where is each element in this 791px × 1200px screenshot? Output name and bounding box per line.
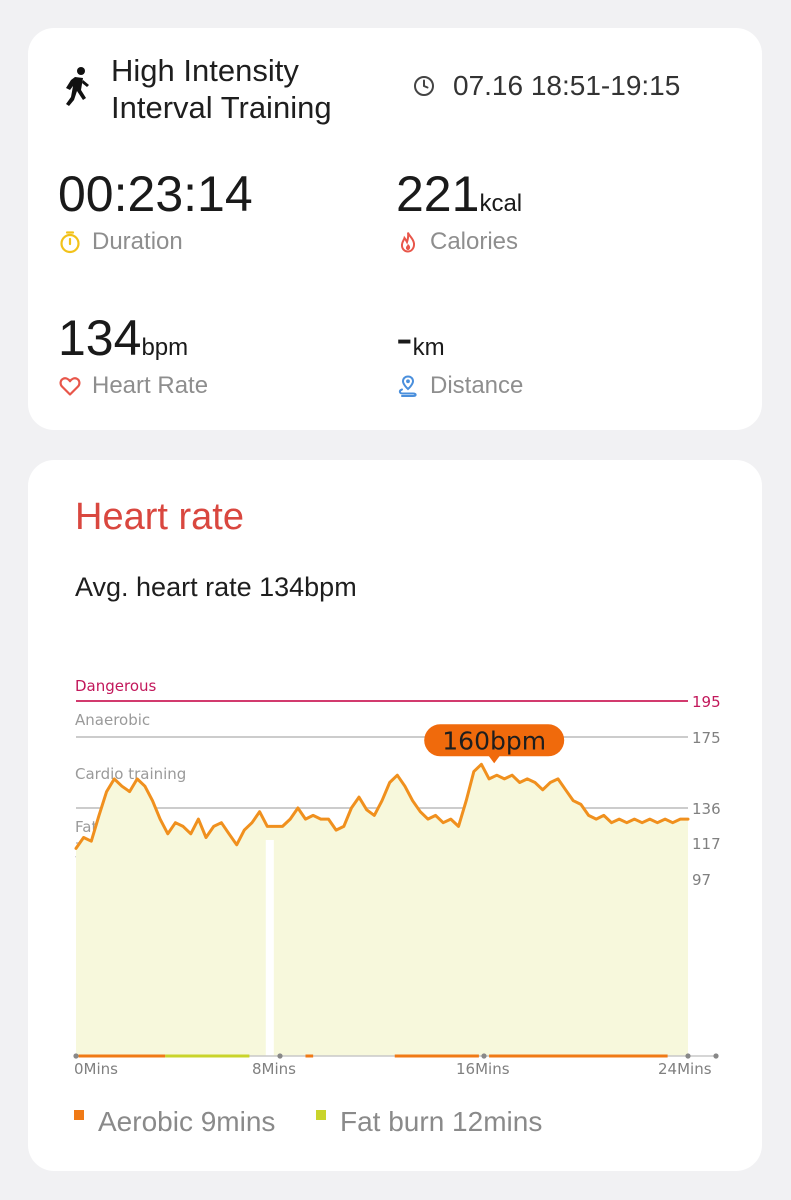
heart-rate-title: Heart rate [75,496,244,538]
heart-rate-area [76,764,688,1056]
workout-title-line-1: High Intensity [111,53,299,88]
x-tick-dot-2 [481,1053,487,1059]
max-heart-rate-label: 160bpm [442,726,546,755]
max-heart-rate-pointer [488,755,501,764]
x-tick-dot-0 [73,1053,79,1059]
x-tick-dot-3 [685,1053,691,1059]
duration-value: 00:23:14 [58,166,253,222]
x-tick-label-1: 8Mins [252,1060,296,1078]
zone-label-dangerous: Dangerous [75,677,157,695]
distance-value: - [396,310,413,366]
duration-label: Duration [92,228,183,255]
legend-fat-burn-swatch [316,1110,326,1120]
heart-rate-unit: bpm [141,334,189,361]
heart-icon [59,377,81,396]
heart-rate-label: Heart Rate [92,372,209,399]
duration-metric: 00:23:14 Duration [58,166,253,256]
average-heart-rate: Avg. heart rate 134bpm [75,572,357,602]
chart-gap-divider [265,840,274,1056]
zone-threshold-warm-up: 97 [692,871,711,889]
calories-unit: kcal [479,190,523,217]
heart-rate-value: 134 [58,310,142,366]
x-tick-label-2: 16Mins [456,1060,510,1078]
workout-title-line-2: Interval Training [111,90,332,125]
zone-threshold-cardio-training: 136 [692,800,721,818]
x-axis-end-dot [713,1053,719,1059]
route-icon [398,375,417,397]
stopwatch-icon [60,231,80,254]
x-tick-label-3: 24Mins [658,1060,712,1078]
legend-fat-burn-label: Fat burn 12mins [340,1106,543,1137]
zone-threshold-anaerobic: 175 [692,729,721,747]
heart-rate-line [74,762,690,850]
legend-aerobic: Aerobic 9mins [74,1106,275,1138]
legend-aerobic-label: Aerobic 9mins [98,1106,276,1137]
zone-threshold-dangerous: 195 [692,693,721,711]
max-heart-rate-badge [424,724,565,757]
heart-rate-card: Heart rate Avg. heart rate 134bpm 195 Dan… [28,460,762,1171]
zone-threshold-fat-burning: 117 [692,835,721,853]
workout-title: High Intensity Interval Training [111,52,332,126]
calories-label: Calories [430,228,519,255]
heart-rate-chart: 195 Dangerous 175 Anaerobic 136 Cardio traini… [73,677,721,1078]
x-tick-label-0: 0Mins [74,1060,118,1078]
zone-label-cardio-training: Cardio training [75,765,186,783]
calories-value: 221 [396,166,480,222]
legend-fat-burn: Fat burn 12mins [316,1106,542,1138]
running-person-icon [66,67,89,106]
clock-icon [414,76,434,96]
zone-label-anaerobic: Anaerobic [75,711,150,729]
distance-label: Distance [430,372,524,399]
calories-metric: 221kcal Calories [396,166,522,256]
flame-icon [400,232,416,253]
heart-rate-metric: 134bpm Heart Rate [58,310,208,400]
workout-summary-card: High Intensity Interval Training 07.16 1… [28,28,762,430]
distance-metric: -km Distance [396,310,523,400]
distance-unit: km [412,334,445,361]
legend-aerobic-swatch [74,1110,84,1120]
x-tick-dot-1 [277,1053,283,1059]
workout-time-range: 07.16 18:51-19:15 [453,70,681,101]
